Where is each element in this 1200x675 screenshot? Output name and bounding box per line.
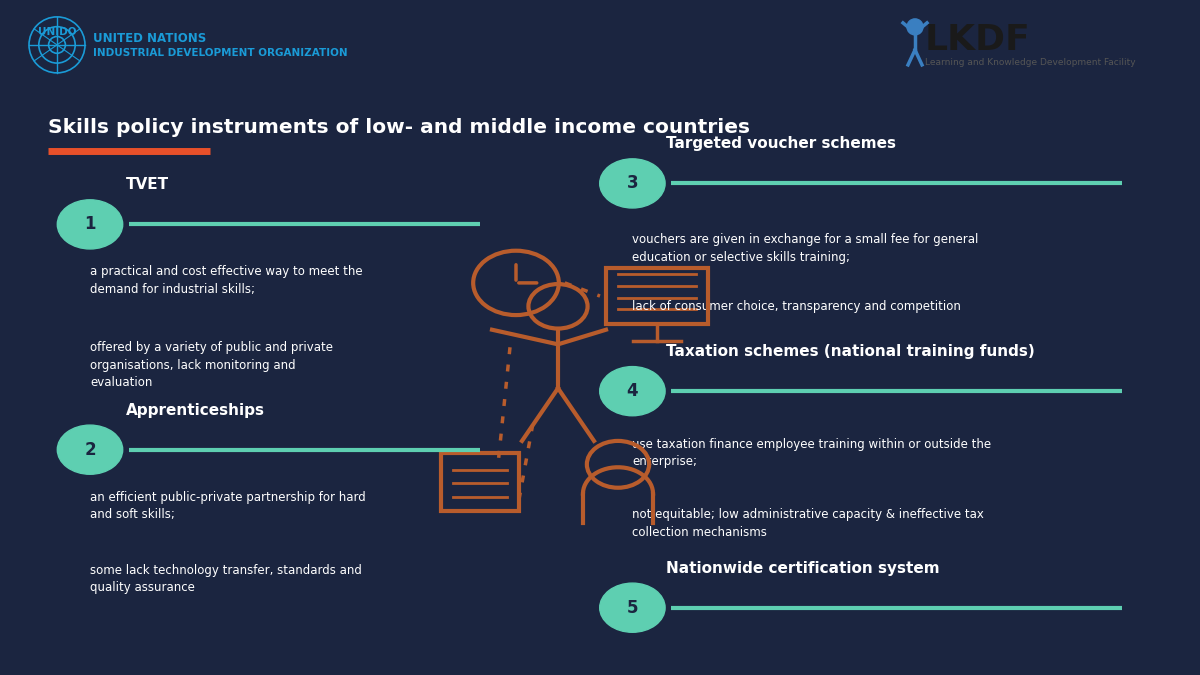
Text: Skills policy instruments of low- and middle income countries: Skills policy instruments of low- and mi… bbox=[48, 118, 750, 137]
Text: an efficient public-private partnership for hard
and soft skills;: an efficient public-private partnership … bbox=[90, 491, 366, 521]
Text: Targeted voucher schemes: Targeted voucher schemes bbox=[666, 136, 896, 151]
Text: 5: 5 bbox=[626, 599, 638, 617]
Text: 4: 4 bbox=[626, 382, 638, 400]
Text: 1: 1 bbox=[84, 215, 96, 234]
Text: Apprenticeships: Apprenticeships bbox=[126, 402, 265, 418]
Text: 2: 2 bbox=[84, 441, 96, 459]
Text: not equitable; low administrative capacity & ineffective tax
collection mechanis: not equitable; low administrative capaci… bbox=[632, 508, 984, 539]
Ellipse shape bbox=[600, 367, 665, 416]
Ellipse shape bbox=[58, 200, 122, 249]
Text: LKDF: LKDF bbox=[925, 23, 1031, 57]
Ellipse shape bbox=[600, 583, 665, 632]
Text: INDUSTRIAL DEVELOPMENT ORGANIZATION: INDUSTRIAL DEVELOPMENT ORGANIZATION bbox=[94, 48, 348, 58]
Text: Taxation schemes (national training funds): Taxation schemes (national training fund… bbox=[666, 344, 1034, 359]
Text: Learning and Knowledge Development Facility: Learning and Knowledge Development Facil… bbox=[925, 58, 1135, 68]
Ellipse shape bbox=[58, 425, 122, 475]
Text: offered by a variety of public and private
organisations, lack monitoring and
ev: offered by a variety of public and priva… bbox=[90, 342, 334, 389]
Text: lack of consumer choice, transparency and competition: lack of consumer choice, transparency an… bbox=[632, 300, 961, 313]
Text: TVET: TVET bbox=[126, 178, 169, 192]
Text: some lack technology transfer, standards and
quality assurance: some lack technology transfer, standards… bbox=[90, 564, 362, 594]
Text: Nationwide certification system: Nationwide certification system bbox=[666, 560, 940, 576]
Text: 3: 3 bbox=[626, 174, 638, 192]
Circle shape bbox=[907, 19, 923, 35]
Text: use taxation finance employee training within or outside the
enterprise;: use taxation finance employee training w… bbox=[632, 438, 991, 468]
Text: UNITED NATIONS: UNITED NATIONS bbox=[94, 32, 206, 45]
Text: vouchers are given in exchange for a small fee for general
education or selectiv: vouchers are given in exchange for a sma… bbox=[632, 233, 979, 264]
Text: a practical and cost effective way to meet the
demand for industrial skills;: a practical and cost effective way to me… bbox=[90, 265, 362, 296]
Ellipse shape bbox=[600, 159, 665, 208]
Text: UNIDO: UNIDO bbox=[37, 27, 77, 37]
